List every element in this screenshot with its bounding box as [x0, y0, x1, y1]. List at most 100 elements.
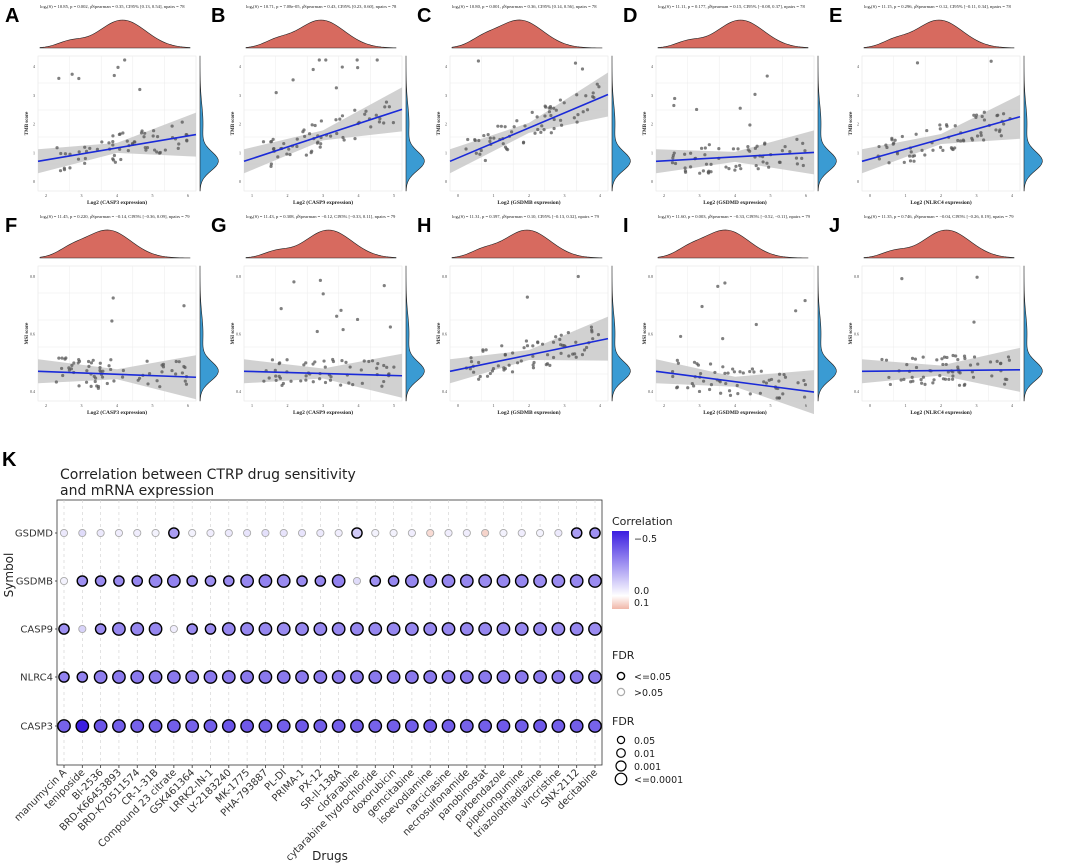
data-point: [503, 145, 508, 149]
data-point: [521, 141, 526, 145]
y-tick-label: 0.8: [442, 274, 447, 279]
data-point: [877, 157, 881, 161]
data-point: [147, 371, 152, 376]
data-point: [523, 124, 527, 128]
bubble: [57, 719, 71, 733]
data-point: [287, 147, 291, 151]
bubble: [240, 574, 255, 588]
data-point: [884, 358, 889, 362]
data-point: [540, 342, 545, 346]
bubble: [478, 574, 493, 588]
bubble: [258, 670, 273, 684]
data-point: [923, 153, 927, 157]
panel-label: B: [211, 5, 225, 27]
data-point: [328, 378, 333, 382]
data-point: [121, 368, 125, 373]
data-point: [111, 134, 115, 138]
data-point: [671, 153, 675, 158]
data-point: [542, 128, 546, 132]
x-tick-label: 2: [663, 403, 665, 408]
bubble: [514, 574, 529, 588]
data-point: [727, 167, 731, 171]
data-point: [707, 387, 712, 392]
data-point: [905, 363, 909, 367]
bubble: [186, 575, 198, 587]
data-point: [322, 359, 326, 363]
bubble: [133, 528, 142, 538]
data-point: [483, 158, 487, 163]
data-point: [535, 115, 539, 119]
legend-fdr-sig-swatch: [616, 671, 626, 681]
x-tick-label: 3: [322, 193, 324, 198]
data-point: [84, 380, 89, 384]
bubble: [58, 623, 70, 635]
data-point: [724, 381, 728, 386]
data-point: [717, 147, 721, 151]
right-marginal-density: [817, 55, 837, 192]
ci-band: [656, 359, 814, 415]
data-point: [91, 358, 95, 362]
data-point: [591, 91, 595, 95]
data-point: [132, 140, 136, 144]
bubble: [221, 670, 236, 684]
x-axis-label: Log2 (CASP3 expression): [87, 409, 147, 416]
data-point: [961, 138, 965, 142]
data-point: [738, 163, 742, 168]
data-point: [83, 156, 87, 161]
data-point: [98, 366, 102, 370]
y-axis-label: TMB score: [437, 111, 442, 135]
data-point: [525, 295, 529, 299]
data-point: [64, 356, 68, 360]
data-point: [340, 358, 344, 363]
data-point: [285, 152, 289, 156]
data-point: [318, 377, 322, 381]
data-point: [339, 308, 343, 312]
data-point: [163, 148, 167, 152]
data-point: [683, 166, 687, 170]
y-tick-label: 0.4: [854, 389, 859, 394]
bubble: [404, 622, 419, 636]
data-point: [911, 379, 915, 383]
data-point: [490, 369, 495, 373]
data-point: [910, 356, 915, 361]
data-point: [385, 365, 389, 369]
data-point: [540, 124, 544, 128]
top-density: [451, 19, 603, 49]
data-point: [545, 353, 550, 357]
data-point: [285, 358, 289, 362]
data-point: [329, 134, 333, 138]
data-point: [524, 339, 529, 343]
data-point: [144, 148, 148, 152]
bubble: [533, 622, 547, 636]
data-point: [775, 396, 779, 400]
data-point: [101, 369, 105, 373]
ci-band: [656, 130, 814, 175]
data-point: [88, 146, 92, 150]
bubble: [368, 622, 383, 636]
bubble: [258, 719, 273, 733]
data-point: [581, 110, 585, 114]
x-axis-label: Log2 (NLRC4 expression): [910, 409, 971, 416]
data-point: [752, 370, 756, 374]
regression-line: [37, 133, 197, 163]
data-point: [276, 155, 280, 159]
bubble: [551, 670, 566, 684]
data-point: [938, 127, 942, 131]
data-point: [384, 100, 389, 104]
y-tick-label: NLRC4: [20, 673, 53, 684]
y-tick-label: 0.8: [30, 274, 35, 279]
data-point: [719, 391, 723, 395]
x-axis-label: Log2 (CASP9 expression): [293, 199, 353, 206]
data-point: [121, 131, 125, 135]
data-point: [945, 124, 949, 128]
data-point: [893, 138, 897, 142]
panel-k-title-line: and mRNA expression: [60, 483, 214, 499]
regression-line: [655, 370, 815, 393]
bubble: [295, 622, 309, 636]
x-tick-label: 4: [599, 193, 601, 198]
data-point: [963, 356, 967, 361]
data-point: [696, 363, 701, 367]
